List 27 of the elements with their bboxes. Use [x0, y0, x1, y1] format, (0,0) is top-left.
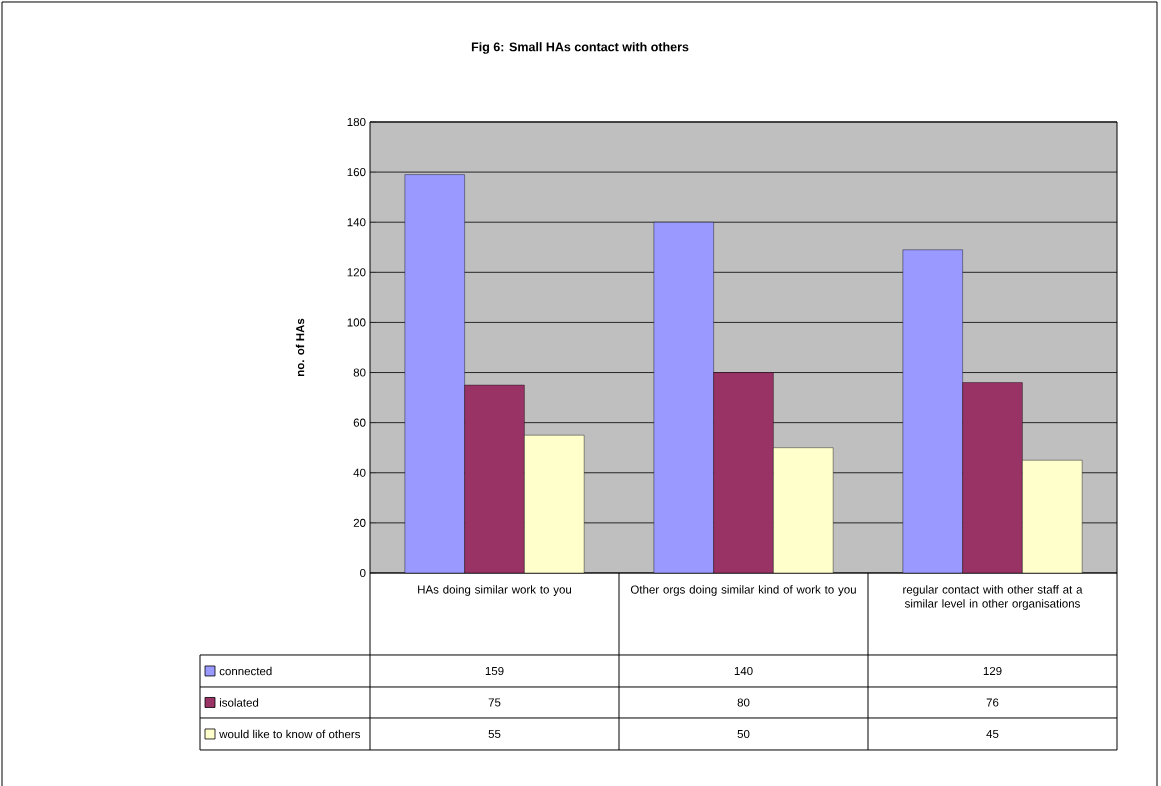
y-tick-label: 40: [353, 468, 366, 477]
y-axis-title: no. of HAs: [295, 318, 305, 376]
y-tick-label: 120: [347, 268, 366, 277]
data-label: 75: [488, 698, 501, 707]
data-label: 55: [488, 729, 501, 738]
data-label: 45: [986, 729, 999, 738]
data-label: 140: [734, 666, 753, 676]
data-label: 76: [986, 698, 999, 707]
chart-title: Fig 6: Small HAs contact with others: [471, 42, 689, 54]
y-tick-label: 180: [347, 117, 366, 127]
data-label: 50: [737, 729, 750, 739]
legend-label: connected: [219, 666, 272, 676]
y-tick-label: 80: [353, 368, 366, 377]
y-tick-label: 0: [360, 568, 366, 578]
y-tick-label: 160: [347, 168, 366, 177]
data-label: 129: [983, 666, 1002, 676]
data-label: 159: [485, 666, 504, 676]
x-tick-label: Other orgs doing similar kind of work to you: [630, 585, 856, 596]
y-tick-label: 100: [347, 318, 366, 327]
legend-label: isolated: [219, 698, 259, 707]
legend-label: would like to know of others: [219, 729, 361, 739]
x-tick-label: regular contact with other staff at a similar level in other organisations: [903, 585, 1083, 610]
y-tick-label: 60: [353, 418, 366, 427]
x-tick-label: HAs doing similar work to you: [418, 585, 572, 596]
y-tick-label: 20: [353, 518, 366, 527]
y-tick-label: 140: [347, 218, 366, 227]
data-label: 80: [737, 698, 750, 707]
